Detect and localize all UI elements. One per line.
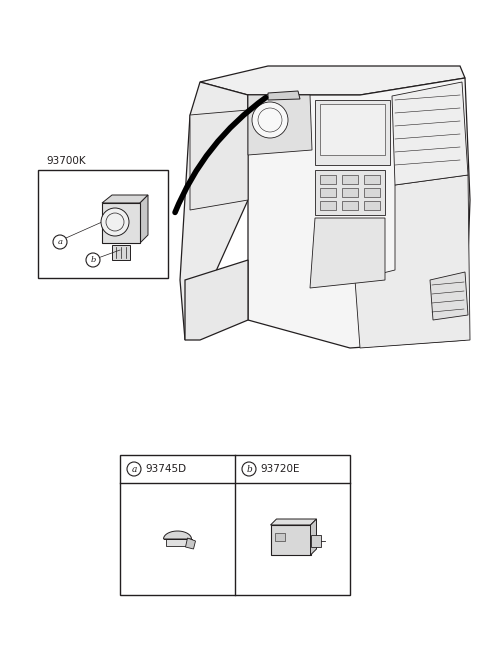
Polygon shape (185, 260, 248, 340)
Polygon shape (392, 82, 468, 185)
Polygon shape (311, 535, 321, 547)
Polygon shape (200, 66, 465, 95)
Text: a: a (58, 238, 62, 246)
Bar (320, 188, 336, 197)
Polygon shape (355, 175, 470, 348)
Text: b: b (90, 256, 96, 264)
Polygon shape (271, 525, 311, 555)
Polygon shape (185, 538, 195, 549)
Bar (320, 175, 336, 184)
Text: b: b (246, 464, 252, 474)
Polygon shape (430, 272, 468, 320)
Bar (102, 203, 140, 243)
Circle shape (127, 462, 141, 476)
Bar (364, 188, 380, 197)
Bar (38, 170, 168, 278)
Polygon shape (164, 531, 192, 539)
Bar (320, 201, 336, 210)
Bar (364, 201, 380, 210)
Polygon shape (311, 519, 316, 555)
Text: a: a (132, 464, 137, 474)
Polygon shape (112, 245, 130, 260)
Polygon shape (180, 82, 248, 340)
Text: 93745D: 93745D (145, 464, 186, 474)
Polygon shape (248, 78, 470, 348)
Circle shape (101, 208, 129, 236)
Bar (342, 175, 358, 184)
Polygon shape (166, 539, 188, 546)
Polygon shape (310, 218, 385, 288)
Text: 93720E: 93720E (260, 464, 300, 474)
Polygon shape (268, 91, 300, 100)
Polygon shape (140, 195, 148, 243)
Polygon shape (102, 195, 148, 203)
Circle shape (53, 235, 67, 249)
Polygon shape (190, 110, 248, 210)
Circle shape (86, 253, 100, 267)
Circle shape (242, 462, 256, 476)
Polygon shape (248, 95, 312, 155)
Bar (342, 188, 358, 197)
Text: 93700K: 93700K (46, 156, 85, 166)
Bar (120, 455, 350, 595)
Bar (364, 175, 380, 184)
Bar (275, 533, 285, 541)
Bar (342, 201, 358, 210)
Polygon shape (271, 519, 316, 525)
Polygon shape (320, 104, 385, 155)
Circle shape (252, 102, 288, 138)
Polygon shape (315, 100, 390, 165)
Polygon shape (315, 170, 385, 215)
